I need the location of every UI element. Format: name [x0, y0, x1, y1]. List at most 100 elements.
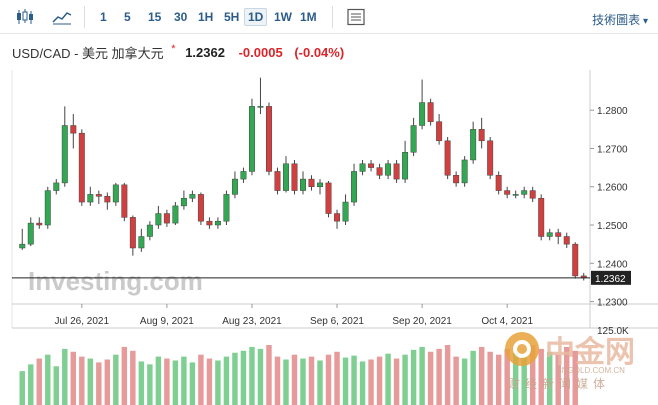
volume-bar	[555, 354, 561, 405]
candle-body	[180, 197, 187, 207]
volume-bar	[342, 357, 349, 405]
candle-body	[112, 184, 119, 203]
toolbar-separator	[332, 6, 333, 28]
timeframe-1w[interactable]: 1W	[274, 10, 292, 24]
candle-body	[470, 129, 477, 161]
candle-body	[546, 232, 553, 237]
candle-body	[70, 125, 77, 134]
y-tick-label: 1.2500	[597, 221, 628, 232]
svg-text:CNGOLD.COM.CN: CNGOLD.COM.CN	[556, 366, 625, 375]
candle-body	[36, 222, 43, 226]
y-tick-label: 1.2600	[597, 183, 628, 194]
chart-toolbar: 1 5 15 30 1H 5H 1D 1W 1M 技術圖表	[0, 0, 658, 34]
candle-body	[444, 140, 451, 176]
volume-bar	[478, 346, 485, 405]
candle-body	[189, 194, 196, 199]
timeframe-1h[interactable]: 1H	[198, 10, 214, 24]
cngold-watermark: 中金网 CNGOLD.COM.CN 财经新闻媒体	[505, 332, 635, 391]
last-price-tag-label: 1.2362	[595, 274, 626, 285]
volume-bar	[164, 358, 170, 405]
volume-bar	[87, 358, 94, 405]
candle-body	[368, 163, 375, 168]
toolbar-separator	[84, 6, 85, 28]
area-chart-icon[interactable]	[52, 8, 72, 26]
candle-body	[44, 190, 51, 226]
candle-body	[410, 125, 417, 153]
volume-bar	[470, 350, 476, 405]
volume-bar	[266, 345, 272, 405]
y-tick-label: 1.2300	[597, 298, 628, 309]
candle-body	[248, 106, 255, 172]
volume-bar	[172, 360, 179, 405]
volume-bar	[419, 346, 425, 405]
price-header: USD/CAD - 美元 加拿大元 * 1.2362 -0.0005 (-0.0…	[12, 43, 344, 61]
volume-bar	[113, 354, 119, 405]
candle-body	[563, 236, 570, 245]
volume-bar	[291, 354, 298, 405]
timeframe-5[interactable]: 5	[124, 10, 131, 24]
investing-watermark: Investing.com	[28, 266, 203, 296]
volume-bar	[147, 364, 153, 405]
timeframe-5h[interactable]: 5H	[224, 10, 240, 24]
candle-body	[478, 129, 485, 142]
volume-bar	[189, 362, 196, 405]
last-price: 1.2362	[185, 45, 225, 60]
technical-chart-dropdown[interactable]: 技術圖表	[592, 11, 648, 28]
volume-bar	[521, 356, 527, 405]
volume-bar	[283, 359, 289, 405]
candle-body	[146, 224, 153, 237]
candle-body	[87, 194, 94, 203]
price-chart[interactable]: Investing.com 1.2800 1.2700 1.2600 1.2500 1.…	[0, 70, 658, 405]
candle-body	[359, 163, 366, 172]
x-tick-label: Oct 4, 2021	[481, 316, 533, 327]
volume-bar	[385, 353, 391, 405]
volume-bar	[155, 356, 162, 405]
candle-body	[129, 217, 136, 249]
volume-bar	[564, 346, 570, 405]
volume-bar	[368, 359, 374, 405]
volume-bar	[402, 354, 408, 405]
candle-body	[291, 163, 298, 191]
candle-body	[19, 243, 26, 249]
candle-body	[308, 178, 315, 187]
candle-body	[78, 132, 85, 203]
candle-body	[265, 106, 272, 172]
volume-bar	[504, 348, 510, 405]
candle-body	[461, 159, 468, 184]
y-tick-label: 1.2800	[597, 106, 628, 117]
volume-bar	[376, 356, 383, 405]
volume-bar	[53, 366, 60, 405]
volume-bar	[444, 345, 451, 405]
volume-bar	[436, 348, 442, 405]
volume-bar	[96, 362, 102, 405]
volume-bar	[240, 350, 247, 405]
svg-text:财经新闻媒体: 财经新闻媒体	[508, 376, 610, 391]
timeframe-1m[interactable]: 1M	[300, 10, 317, 24]
price-change: -0.0005	[238, 45, 283, 60]
candle-body	[325, 182, 332, 214]
volume-bar	[359, 361, 366, 405]
volume-bar	[461, 358, 468, 405]
volume-bar	[325, 354, 332, 405]
timeframe-1[interactable]: 1	[100, 10, 107, 24]
candlestick-type-icon[interactable]	[14, 8, 34, 26]
candle-body	[436, 121, 443, 142]
candle-body	[512, 194, 519, 196]
volume-bar	[249, 346, 255, 405]
x-tick-label: Sep 6, 2021	[310, 316, 364, 327]
indicator-list-icon[interactable]	[346, 8, 366, 26]
candle-body	[427, 102, 434, 122]
timeframe-15[interactable]: 15	[148, 10, 162, 24]
volume-bar	[546, 351, 553, 405]
volume-bar	[223, 356, 230, 405]
candle-body	[104, 196, 111, 203]
y-tick-label: 1.2400	[597, 259, 628, 270]
volume-bar	[538, 348, 544, 405]
candle-body	[197, 194, 204, 222]
timeframe-1d[interactable]: 1D	[244, 8, 268, 26]
price-change-percent: (-0.04%)	[294, 45, 345, 60]
timeframe-30[interactable]: 30	[174, 10, 188, 24]
volume-bar	[427, 351, 434, 405]
candle-body	[495, 175, 502, 191]
candle-body	[385, 163, 392, 176]
